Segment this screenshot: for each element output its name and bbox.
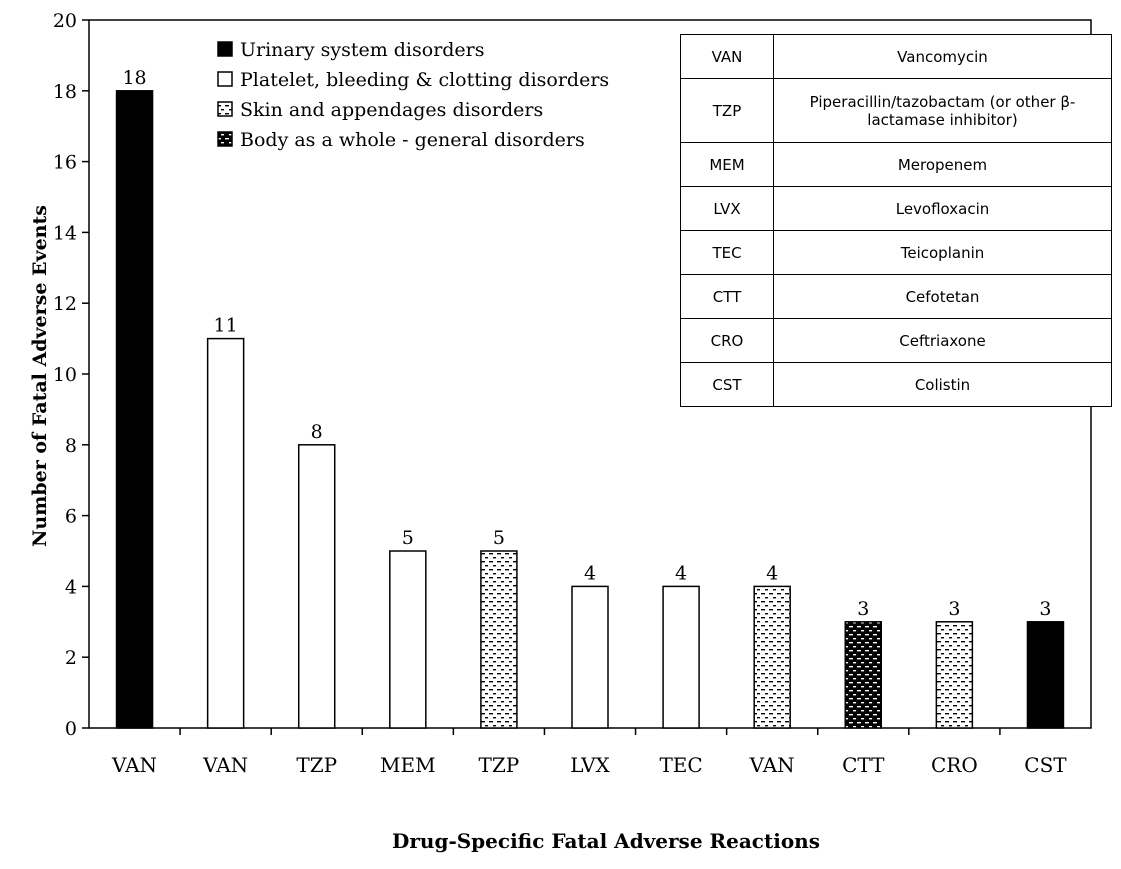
y-axis-ticks: 0 2 4 6 8 10 12 14 16 18 20 (53, 10, 89, 740)
bar (115, 90, 154, 729)
legend-label: Urinary system disorders (240, 39, 485, 61)
x-tick-label: CTT (842, 753, 885, 777)
legend-label: Body as a whole - general disorders (240, 129, 585, 151)
abbreviation-name: Vancomycin (773, 34, 1112, 79)
bar (753, 585, 791, 729)
abbreviation-row: VAN Vancomycin (680, 34, 1112, 79)
legend-swatch (217, 101, 233, 117)
bar-value-label: 4 (584, 562, 596, 584)
bar-value-label: 5 (402, 527, 414, 549)
x-tick-label: LVX (570, 753, 610, 777)
abbreviation-code: TEC (680, 230, 774, 275)
bar-value-label: 4 (766, 562, 778, 584)
abbreviation-name: Colistin (773, 362, 1112, 407)
abbreviation-code: CRO (680, 318, 774, 363)
y-tick-label: 10 (53, 364, 77, 386)
abbreviation-row: LVX Levofloxacin (680, 186, 1112, 231)
legend-label: Platelet, bleeding & clotting disorders (240, 69, 609, 91)
bar (571, 585, 609, 729)
bar (662, 585, 700, 729)
abbreviation-name: Levofloxacin (773, 186, 1112, 231)
bar-value-label: 4 (675, 562, 687, 584)
x-tick-label: CRO (931, 753, 978, 777)
y-tick-label: 16 (53, 152, 77, 174)
y-tick-label: 6 (65, 506, 77, 528)
x-tick-label: TEC (659, 753, 702, 777)
y-tick-label: 12 (53, 293, 77, 315)
bar (844, 621, 883, 729)
y-tick-label: 18 (53, 81, 77, 103)
bars: 18 11 8 5 5 4 4 4 3 3 3 (115, 67, 1065, 729)
legend: Urinary system disorders Platelet, bleedi… (217, 39, 609, 151)
abbreviation-name: Ceftriaxone (773, 318, 1112, 363)
bar-value-label: 8 (311, 421, 323, 443)
legend-swatch (217, 131, 233, 147)
abbreviation-code: VAN (680, 34, 774, 79)
abbreviation-name: Meropenem (773, 142, 1112, 187)
y-tick-label: 0 (65, 718, 77, 740)
bar (206, 337, 245, 729)
abbreviation-table: VAN Vancomycin TZP Piperacillin/tazobactam … (680, 34, 1112, 407)
x-tick-label: TZP (479, 753, 520, 777)
x-axis-tick-labels: VAN VAN TZP MEM TZP LVX TEC VAN CTT CRO CST (111, 728, 1067, 777)
abbreviation-code: TZP (680, 78, 774, 143)
bar (1026, 621, 1065, 729)
abbreviation-code: CST (680, 362, 774, 407)
x-tick-label: VAN (111, 753, 157, 777)
bar-value-label: 11 (214, 315, 238, 337)
abbreviation-code: MEM (680, 142, 774, 187)
y-tick-label: 8 (65, 435, 77, 457)
bar-value-label: 3 (857, 598, 869, 620)
bar (480, 550, 518, 729)
x-tick-label: VAN (202, 753, 248, 777)
abbreviation-code: LVX (680, 186, 774, 231)
y-axis-label: Number of Fatal Adverse Events (29, 205, 51, 547)
legend-swatch (217, 41, 233, 57)
legend-label: Skin and appendages disorders (240, 99, 543, 121)
abbreviation-name: Cefotetan (773, 274, 1112, 319)
bar (389, 550, 427, 729)
x-tick-label: TZP (296, 753, 337, 777)
bar-value-label: 5 (493, 527, 505, 549)
abbreviation-row: CST Colistin (680, 362, 1112, 407)
abbreviation-row: TZP Piperacillin/tazobactam (or other β-l… (680, 78, 1112, 143)
bar-value-label: 3 (948, 598, 960, 620)
y-tick-label: 14 (53, 222, 77, 244)
abbreviation-name: Teicoplanin (773, 230, 1112, 275)
y-tick-label: 4 (65, 576, 77, 598)
x-tick-label: VAN (749, 753, 795, 777)
abbreviation-name: Piperacillin/tazobactam (or other β-lact… (773, 78, 1112, 143)
x-tick-label: CST (1024, 753, 1067, 777)
abbreviation-code: CTT (680, 274, 774, 319)
bar (297, 444, 336, 729)
x-tick-label: MEM (380, 753, 436, 777)
bar (935, 621, 974, 729)
x-axis-label: Drug-Specific Fatal Adverse Reactions (392, 829, 820, 853)
y-tick-label: 20 (53, 10, 77, 32)
bar-value-label: 18 (122, 67, 146, 89)
bar-value-label: 3 (1039, 598, 1051, 620)
abbreviation-row: CTT Cefotetan (680, 274, 1112, 319)
y-tick-label: 2 (65, 647, 77, 669)
abbreviation-row: MEM Meropenem (680, 142, 1112, 187)
abbreviation-row: TEC Teicoplanin (680, 230, 1112, 275)
abbreviation-row: CRO Ceftriaxone (680, 318, 1112, 363)
legend-swatch (217, 71, 233, 87)
